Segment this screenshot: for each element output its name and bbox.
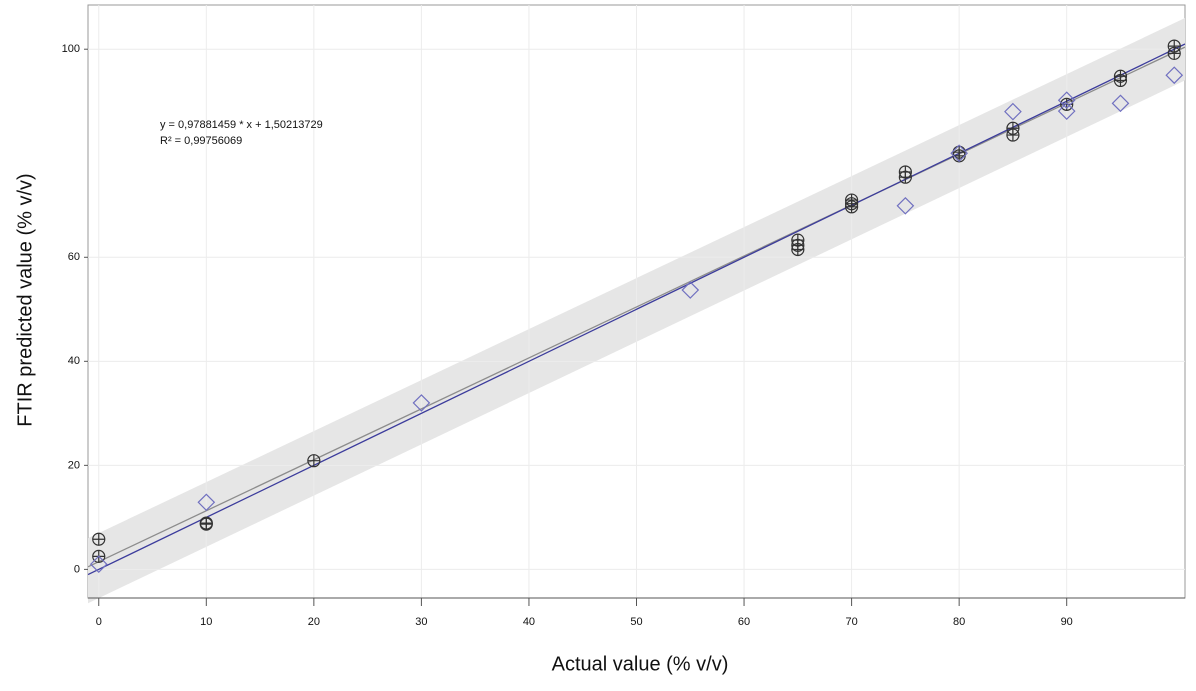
x-tick-label: 90 <box>1061 616 1073 628</box>
r-squared: R² = 0,99756069 <box>160 135 242 147</box>
point <box>1006 128 1020 142</box>
x-tick-label: 60 <box>738 616 750 628</box>
point <box>89 555 108 574</box>
x-tick-label: 40 <box>523 616 535 628</box>
x-tick-label: 10 <box>200 616 212 628</box>
y-tick-label: 40 <box>68 355 80 367</box>
point <box>950 144 968 163</box>
x-tick-label: 80 <box>953 616 965 628</box>
point <box>1113 73 1128 88</box>
point <box>1057 102 1076 120</box>
x-tick-label: 30 <box>415 616 427 628</box>
x-tick-label: 20 <box>308 616 320 628</box>
point <box>1165 66 1184 85</box>
y-axis-label: FTIR predicted value (% v/v) <box>14 173 36 426</box>
point <box>1004 102 1022 121</box>
point <box>197 493 216 512</box>
point <box>681 281 700 299</box>
equation: y = 0,97881459 * x + 1,50213729 <box>160 119 323 131</box>
point <box>199 517 213 531</box>
plot-area: 0 10 20 30 40 50 60 70 80 90 0 20 40 60 100 <box>62 4 1186 628</box>
x-tick-label: 50 <box>630 616 642 628</box>
point <box>898 170 912 184</box>
trend-line <box>87 46 1186 568</box>
trend-line <box>87 43 1186 576</box>
point <box>1111 94 1130 113</box>
point <box>844 200 859 214</box>
x-tick-label: 70 <box>845 616 857 628</box>
x-tick-label: 0 <box>96 616 102 628</box>
point <box>1057 91 1076 110</box>
y-tick-label: 0 <box>74 563 80 575</box>
point <box>307 454 321 468</box>
point <box>1167 46 1181 60</box>
point <box>412 394 431 412</box>
y-tick-label: 100 <box>62 43 80 55</box>
y-tick-label: 60 <box>68 251 80 263</box>
y-tick-label: 20 <box>68 459 80 471</box>
point <box>896 196 915 215</box>
point <box>952 149 966 163</box>
x-axis-label: Actual value (% v/v) <box>552 653 729 675</box>
point <box>791 242 805 257</box>
point <box>92 532 106 546</box>
